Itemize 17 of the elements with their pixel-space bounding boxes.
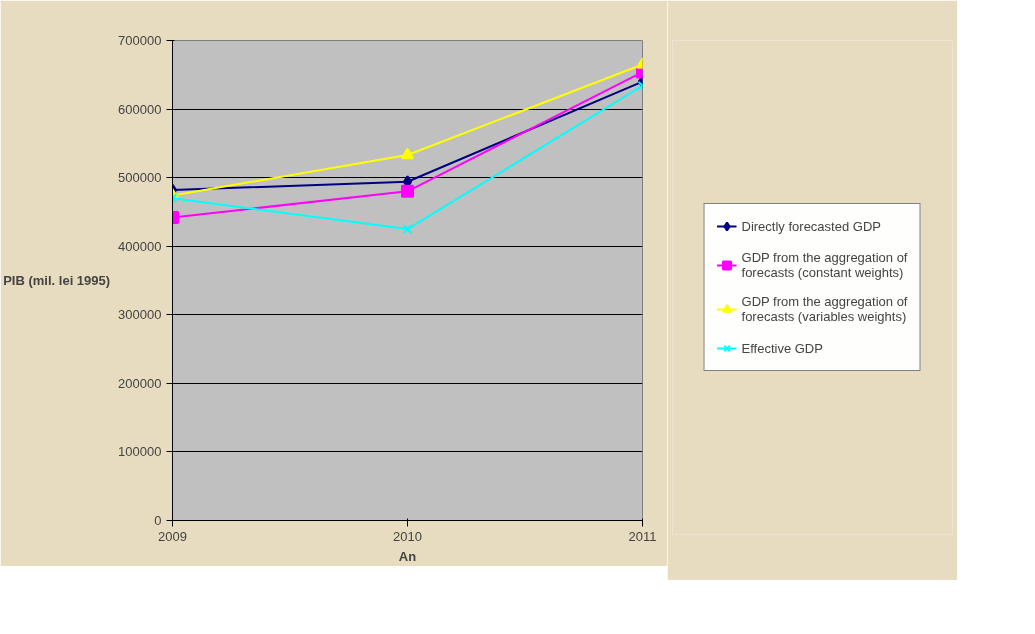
y-tick-label: 300000 [118, 307, 162, 323]
legend-label: GDP from the aggregation of forecasts (constant weights) [741, 250, 908, 280]
x-tick-label: 2009 [158, 528, 187, 544]
legend-label: Effective GDP [741, 340, 823, 356]
y-tick-label: 500000 [118, 170, 162, 186]
x-axis-title: An [398, 548, 417, 564]
x-tick-label: 2011 [628, 528, 657, 544]
y-tick-label: 0 [154, 513, 162, 528]
legend-label: GDP from the aggregation of forecasts (variables weights) [741, 294, 908, 324]
legend-label: Directly forecasted GDP [741, 218, 881, 234]
y-tick-label: 100000 [118, 444, 162, 460]
x-tick-label: 2010 [393, 528, 422, 544]
y-tick-label: 200000 [118, 375, 162, 391]
y-tick-label: 600000 [118, 101, 162, 117]
y-tick-label: 400000 [118, 238, 162, 254]
y-axis-title: PIB (mil. lei 1995) [3, 273, 111, 288]
y-tick-label: 700000 [118, 33, 162, 48]
